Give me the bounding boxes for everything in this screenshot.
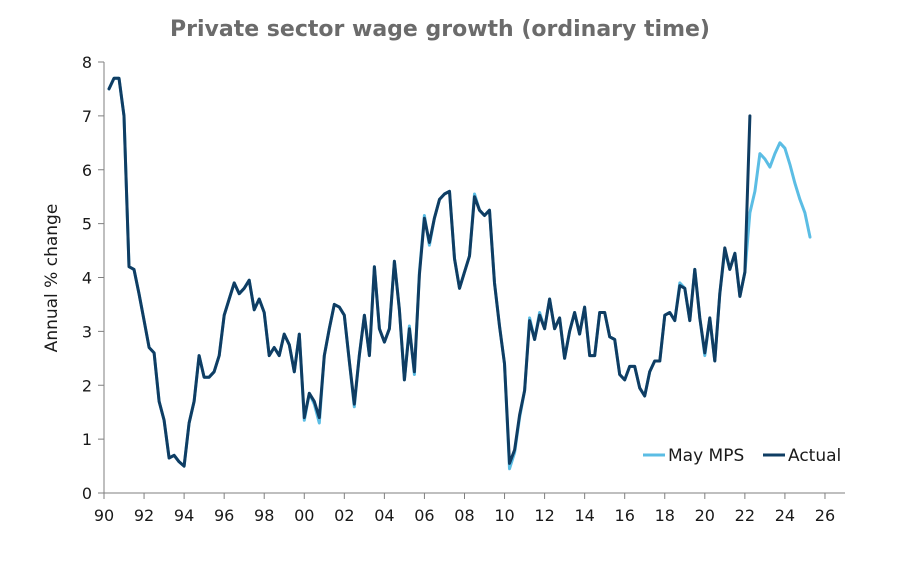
y-tick-label: 5 [82, 215, 92, 234]
y-tick-label: 2 [82, 376, 92, 395]
x-tick-label: 10 [494, 506, 514, 525]
legend-label-actual: Actual [788, 446, 841, 466]
x-tick-label: 12 [534, 506, 554, 525]
legend: May MPS Actual [643, 446, 841, 466]
x-tick-label: 92 [134, 506, 154, 525]
y-tick-label: 8 [82, 53, 92, 72]
x-tick-label: 20 [695, 506, 715, 525]
x-tick-label: 26 [815, 506, 835, 525]
x-tick-label: 02 [334, 506, 354, 525]
y-tick-label: 1 [82, 430, 92, 449]
x-tick-label: 98 [254, 506, 274, 525]
x-tick-label: 04 [374, 506, 394, 525]
y-tick-label: 3 [82, 322, 92, 341]
x-tick-label: 18 [655, 506, 675, 525]
y-tick-label: 0 [82, 484, 92, 503]
x-tick-label: 00 [294, 506, 314, 525]
x-tick-label: 94 [174, 506, 194, 525]
x-tick-label: 96 [214, 506, 234, 525]
axes [103, 62, 845, 494]
x-tick-label: 06 [414, 506, 434, 525]
series-line-may-mps [107, 76, 812, 471]
y-axis-ticks: 0 1 2 3 4 5 6 7 8 [82, 53, 104, 503]
x-tick-label: 08 [454, 506, 474, 525]
x-tick-label: 16 [615, 506, 635, 525]
y-tick-label: 6 [82, 161, 92, 180]
series-lines [107, 76, 812, 471]
x-axis-ticks: 90 92 94 96 98 00 02 04 06 08 10 12 14 16 18 20 22 24 26 [94, 493, 835, 525]
y-tick-label: 7 [82, 107, 92, 126]
x-tick-label: 90 [94, 506, 114, 525]
chart-title: Private sector wage growth (ordinary tim… [170, 17, 710, 42]
x-tick-label: 14 [574, 506, 594, 525]
x-tick-label: 24 [775, 506, 795, 525]
legend-label-may-mps: May MPS [668, 446, 744, 466]
y-tick-label: 4 [82, 269, 92, 288]
series-line-actual [107, 76, 752, 468]
x-tick-label: 22 [735, 506, 755, 525]
y-axis-label: Annual % change [42, 204, 62, 353]
